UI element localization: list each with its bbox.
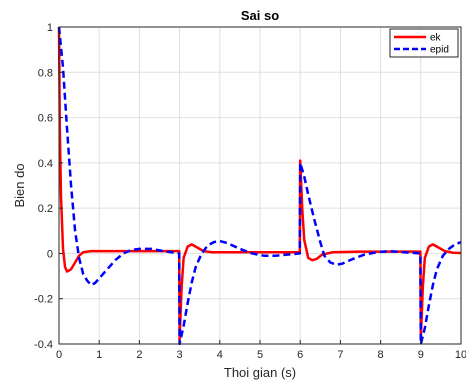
y-tick-label: -0.2 xyxy=(34,294,53,306)
x-tick-label: 1 xyxy=(96,349,102,361)
y-tick-label: 0.2 xyxy=(38,203,53,215)
x-tick-label: 2 xyxy=(136,349,142,361)
legend-box xyxy=(389,28,459,58)
y-tick-label: -0.4 xyxy=(34,339,53,351)
x-tick-label: 8 xyxy=(378,349,384,361)
series-line-epid xyxy=(57,26,462,346)
x-tick-label: 4 xyxy=(217,349,223,361)
x-tick-label: 10 xyxy=(455,349,466,361)
legend-label-ek: ek xyxy=(430,33,442,44)
y-tick-label: 0 xyxy=(47,248,53,260)
x-axis-label: Thoi gian (s) xyxy=(224,365,296,380)
x-tick-label: 7 xyxy=(337,349,343,361)
y-axis-label: Bien do xyxy=(12,163,27,207)
series-line-ek xyxy=(57,26,462,341)
y-axis-ticks: -0.4 -0.2 0 0.2 0.4 0.6 0.8 1 xyxy=(34,22,63,351)
y-tick-label: 0.6 xyxy=(38,113,53,125)
legend-label-epid: epid xyxy=(430,45,449,56)
x-tick-label: 0 xyxy=(56,349,62,361)
x-axis-ticks: 0 1 2 3 4 5 6 7 8 9 10 xyxy=(56,340,466,361)
x-tick-label: 5 xyxy=(257,349,263,361)
y-tick-label: 0.8 xyxy=(38,67,53,79)
x-tick-label: 9 xyxy=(418,349,424,361)
x-tick-label: 3 xyxy=(177,349,183,361)
y-tick-label: 1 xyxy=(47,22,53,34)
y-tick-label: 0.4 xyxy=(38,158,53,170)
chart-title: Sai so xyxy=(241,8,279,23)
series-layer xyxy=(57,26,462,346)
x-tick-label: 6 xyxy=(297,349,303,361)
legend: ek epid xyxy=(389,28,459,58)
